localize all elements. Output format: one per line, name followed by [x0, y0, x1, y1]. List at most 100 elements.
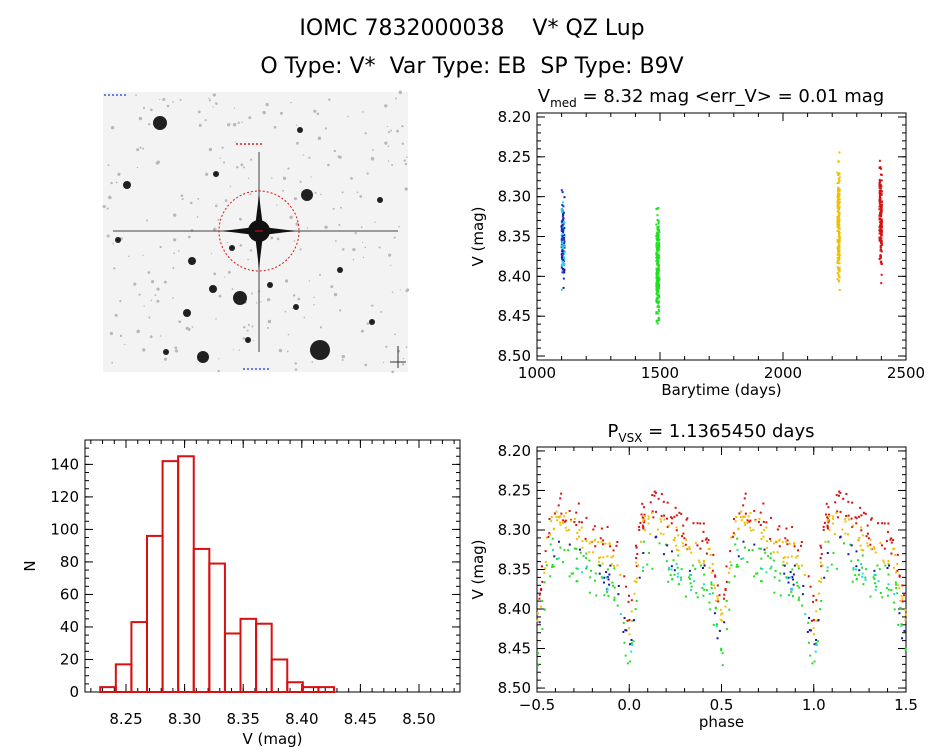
- phase-point: [799, 544, 802, 547]
- phase-point: [797, 567, 800, 570]
- faint-star: [142, 254, 144, 256]
- phase-point: [716, 595, 719, 598]
- phase-point: [635, 546, 638, 549]
- phase-point: [724, 589, 727, 592]
- phase-point: [791, 526, 794, 529]
- phase-point: [688, 546, 691, 549]
- data-point: [837, 186, 840, 189]
- data-point: [879, 204, 882, 207]
- data-point: [837, 275, 840, 278]
- faint-star: [289, 215, 293, 219]
- faint-star: [177, 250, 180, 252]
- phase-point: [537, 664, 540, 667]
- phase-point: [763, 548, 766, 551]
- faint-star: [292, 294, 296, 297]
- faint-star: [287, 167, 290, 170]
- phase-point: [615, 544, 618, 547]
- faint-star: [180, 194, 184, 198]
- data-point: [657, 306, 660, 309]
- panel-title: PVSX = 1.1365450 days: [608, 421, 815, 445]
- phase-point: [667, 580, 670, 583]
- phase-point: [559, 497, 562, 500]
- data-point: [658, 248, 661, 251]
- phase-point: [703, 564, 706, 567]
- phase-point: [673, 573, 676, 576]
- phase-point: [901, 637, 904, 640]
- phase-point: [725, 565, 728, 568]
- phase-point: [782, 564, 785, 567]
- phase-point: [677, 572, 680, 575]
- phase-point: [578, 528, 581, 531]
- data-point: [836, 221, 839, 224]
- phase-point: [719, 608, 722, 611]
- phase-point: [575, 511, 578, 514]
- data-point: [879, 167, 882, 170]
- faint-star: [110, 181, 113, 185]
- faint-star: [378, 246, 381, 249]
- histogram-bar: [130, 621, 148, 694]
- phase-point: [883, 561, 886, 564]
- data-point: [836, 201, 839, 204]
- phase-point: [823, 521, 826, 524]
- data-point: [879, 229, 882, 232]
- faint-star: [173, 252, 176, 255]
- phase-point: [560, 512, 563, 515]
- data-point: [561, 249, 564, 252]
- y-tick-label: 140: [50, 455, 79, 473]
- phase-point: [541, 599, 544, 602]
- phase-point: [680, 578, 683, 581]
- phase-point: [568, 543, 571, 546]
- phase-point: [717, 600, 720, 603]
- phase-point: [826, 566, 829, 569]
- faint-star: [354, 231, 357, 235]
- phase-point: [855, 517, 858, 520]
- phase-point: [812, 618, 815, 621]
- data-point: [655, 310, 658, 313]
- phase-point: [714, 599, 717, 602]
- faint-star: [270, 236, 274, 240]
- phase-point: [762, 502, 765, 505]
- phase-point: [851, 580, 854, 583]
- faint-star: [384, 141, 388, 145]
- x-tick-label: 8.40: [285, 710, 318, 728]
- faint-star: [150, 299, 153, 302]
- data-point: [837, 245, 840, 248]
- phase-point: [632, 640, 635, 643]
- phase-point: [847, 533, 850, 536]
- phase-point: [823, 576, 826, 579]
- data-point: [561, 222, 564, 225]
- phase-point: [767, 555, 770, 558]
- phase-point: [643, 513, 646, 516]
- phase-point: [729, 561, 732, 564]
- data-point: [656, 284, 659, 287]
- phase-point: [608, 583, 611, 586]
- y-axis-label: N: [21, 560, 39, 571]
- phase-point: [699, 522, 702, 525]
- faint-star: [350, 176, 353, 180]
- data-point: [837, 206, 840, 209]
- data-point: [837, 235, 840, 238]
- phase-point: [641, 569, 644, 572]
- phase-point: [685, 518, 688, 521]
- phase-point: [626, 619, 629, 622]
- phase-point: [826, 569, 829, 572]
- phase-point: [797, 598, 800, 601]
- star: [369, 319, 375, 325]
- phase-point: [545, 536, 548, 539]
- data-point: [657, 228, 660, 231]
- data-point: [837, 211, 840, 214]
- faint-star: [250, 158, 253, 161]
- data-point: [880, 241, 883, 244]
- phase-point: [552, 528, 555, 531]
- phase-point: [563, 515, 566, 518]
- phase-point: [772, 551, 775, 554]
- phase-point: [893, 608, 896, 611]
- data-point: [838, 208, 841, 211]
- phase-point: [760, 580, 763, 583]
- phase-point: [860, 563, 863, 566]
- phase-point: [808, 629, 811, 632]
- star: [267, 282, 273, 288]
- phase-point: [692, 522, 695, 525]
- phase-point: [904, 647, 907, 650]
- data-point: [838, 269, 841, 272]
